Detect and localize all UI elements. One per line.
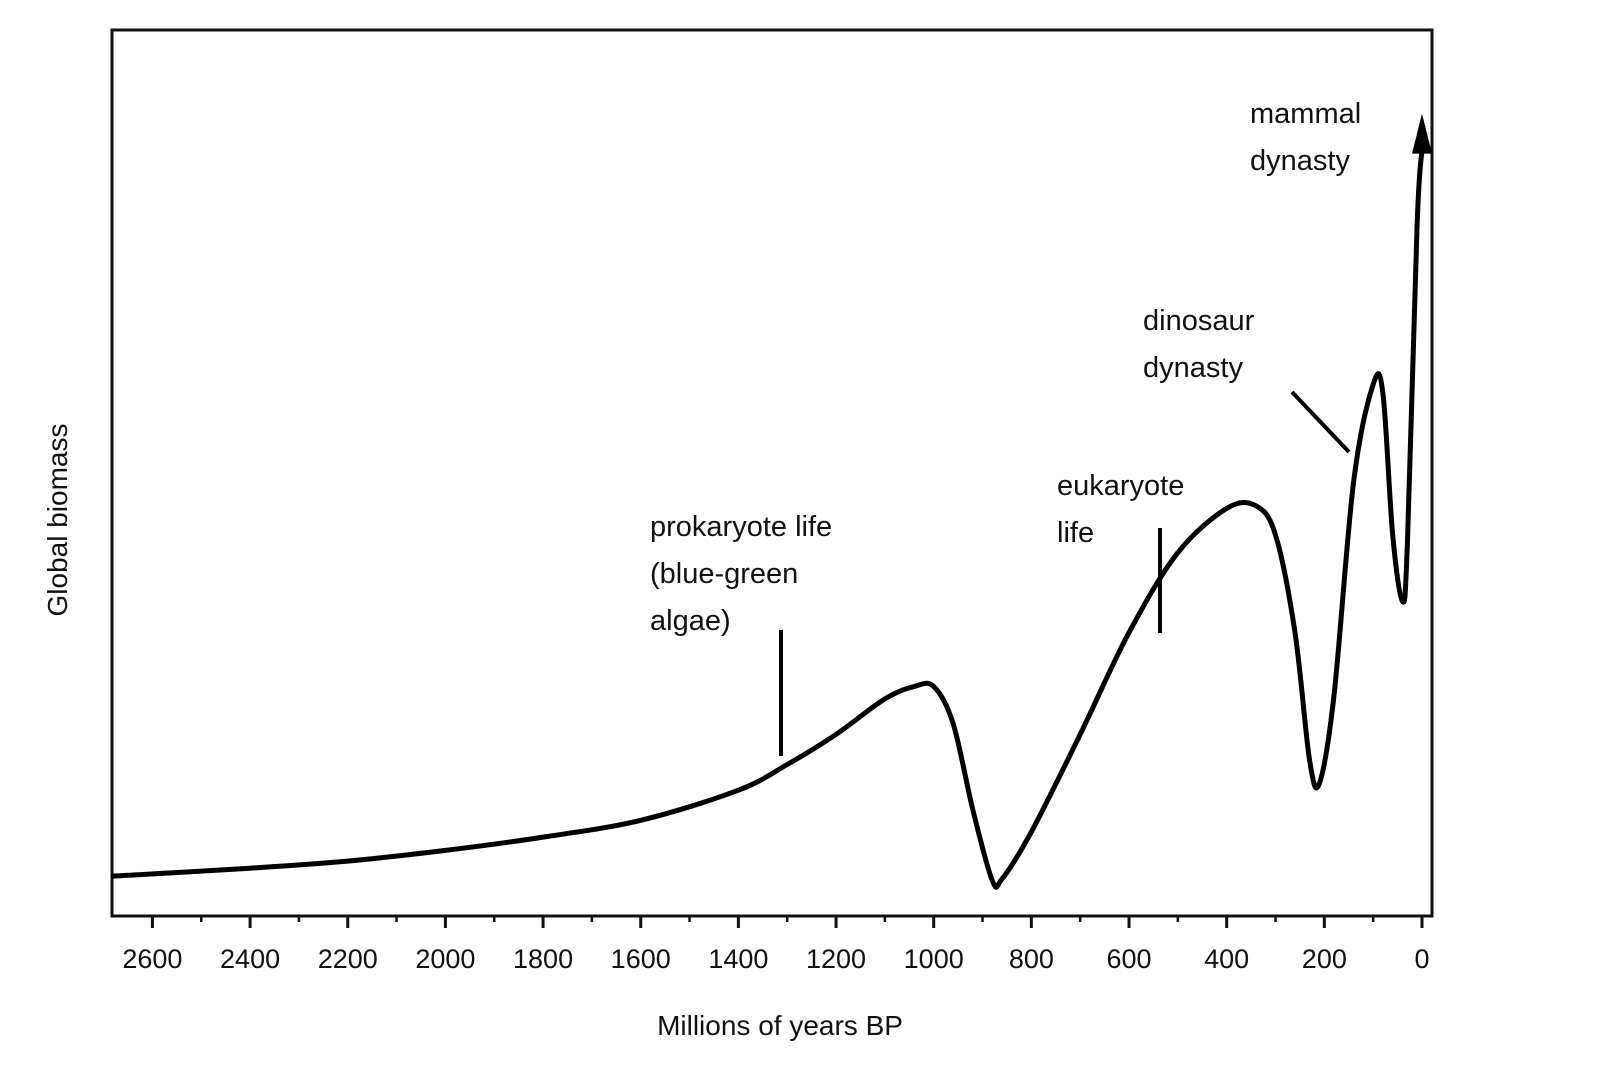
annotation-leader-line <box>1290 390 1351 454</box>
annotations: prokaryote life (blue-green algae) eukaryot… <box>650 98 1361 756</box>
x-tick-label: 1200 <box>806 944 866 974</box>
x-tick-label: 1000 <box>904 944 964 974</box>
annotation-label: prokaryote life (blue-green algae) <box>650 511 832 637</box>
biomass-curve <box>110 147 1425 890</box>
x-tick-label: 2200 <box>318 944 378 974</box>
x-tick-label: 2600 <box>122 944 182 974</box>
x-tick-label: 200 <box>1302 944 1347 974</box>
x-tick-label: 600 <box>1106 944 1151 974</box>
x-tick-label: 0 <box>1414 944 1429 974</box>
y-axis-label: Global biomass <box>42 424 73 617</box>
x-tick-label: 2400 <box>220 944 280 974</box>
x-axis-tick-labels: 2600 2400 2200 2000 1800 1600 1400 1200 1000 800 6… <box>122 944 1429 974</box>
annotation-label: dinosaur dynasty <box>1143 305 1255 384</box>
x-tick-label: 800 <box>1009 944 1054 974</box>
x-tick-label: 2000 <box>415 944 475 974</box>
x-tick-label: 400 <box>1204 944 1249 974</box>
annotation-label: mammal dynasty <box>1250 98 1361 177</box>
arrowhead-icon <box>1412 113 1432 154</box>
annotation-label: eukaryote life <box>1057 470 1184 549</box>
x-axis-label: Millions of years BP <box>657 1010 903 1041</box>
x-axis-ticks <box>150 916 1424 928</box>
x-tick-label: 1600 <box>611 944 671 974</box>
plot-frame <box>110 28 1434 918</box>
x-tick-label: 1800 <box>513 944 573 974</box>
x-tick-label: 1400 <box>708 944 768 974</box>
